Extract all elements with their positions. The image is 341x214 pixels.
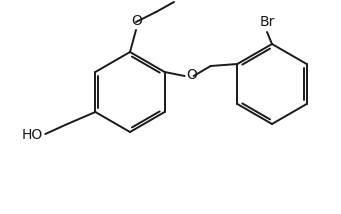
- Text: O: O: [132, 14, 143, 28]
- Text: HO: HO: [22, 128, 43, 142]
- Text: Br: Br: [259, 15, 275, 29]
- Text: O: O: [187, 68, 197, 82]
